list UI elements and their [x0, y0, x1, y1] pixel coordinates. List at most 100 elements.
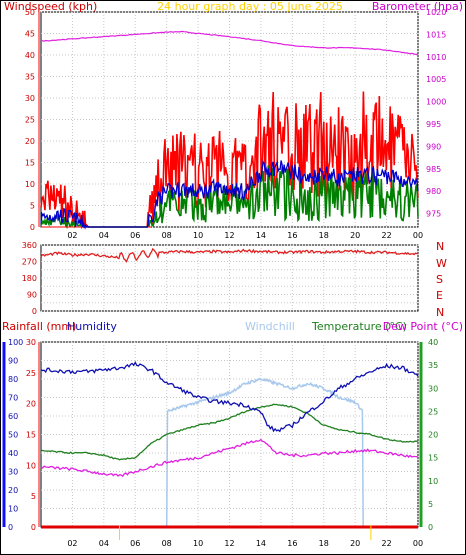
direction-tick-label: 270 [22, 258, 37, 267]
barometer-tick-label: 995 [426, 120, 441, 129]
barometer-tick-label: 990 [426, 142, 441, 151]
rainfall-tick-label: 0 [31, 523, 36, 532]
wind-x-tick-label: 08 [162, 231, 172, 240]
wind-panel: 0510152025303540455097598098599099510001… [4, 0, 463, 240]
compass-label: N [436, 240, 444, 253]
temp-x-tick-label: 20 [350, 539, 360, 548]
wind-x-tick-label: 22 [381, 231, 391, 240]
humidity-tick-label: 70 [8, 394, 18, 403]
wind-x-tick-label: 16 [287, 231, 297, 240]
compass-label: E [436, 289, 443, 302]
temp-x-tick-label: 18 [319, 539, 329, 548]
rainfall-tick-label: 25 [26, 369, 36, 378]
barometer-axis-title: Barometer (hpa) [372, 0, 463, 13]
temperature-tick-label: 20 [428, 431, 438, 440]
temp-x-tick-label: 00 [413, 539, 423, 548]
barometer-tick-label: 1005 [426, 75, 446, 84]
windspeed-tick-label: 10 [25, 180, 35, 189]
wind-x-tick-label: 20 [350, 231, 360, 240]
barometer-series [40, 30, 419, 56]
humidity-tick-label: 10 [8, 505, 18, 514]
direction-series [40, 247, 419, 263]
humidity-tick-label: 40 [8, 449, 18, 458]
humidity-axis-title: Humidity [67, 320, 117, 333]
temp-x-tick-label: 12 [224, 539, 234, 548]
temperature-tick-label: 40 [428, 338, 438, 347]
temp-x-tick-label: 02 [67, 539, 77, 548]
temp-x-tick-label: 06 [130, 539, 140, 548]
wind-x-tick-label: 02 [67, 231, 77, 240]
barometer-tick-label: 975 [426, 210, 441, 219]
temperature-tick-label: 0 [428, 523, 433, 532]
windspeed-tick-label: 45 [25, 30, 35, 39]
wind-x-tick-label: 06 [130, 231, 140, 240]
humidity-tick-label: 30 [8, 468, 18, 477]
temperature-tick-label: 15 [428, 454, 438, 463]
windchill-series [165, 377, 364, 528]
windspeed-tick-label: 25 [25, 116, 35, 125]
compass-label: N [436, 306, 444, 319]
windspeed-tick-label: 20 [25, 137, 35, 146]
barometer-tick-label: 1015 [426, 30, 446, 39]
wind-x-tick-label: 14 [256, 231, 266, 240]
barometer-tick-label: 985 [426, 165, 441, 174]
temp-x-tick-label: 08 [162, 539, 172, 548]
direction-tick-label: 90 [27, 291, 37, 300]
rainfall-tick-label: 20 [26, 400, 36, 409]
wind-x-tick-label: 18 [319, 231, 329, 240]
rainfall-tick-label: 10 [26, 461, 36, 470]
windspeed-tick-label: 15 [25, 159, 35, 168]
compass-label: S [436, 273, 443, 286]
temperature-axis-ticks: 0102030405060708090100051015202530051015… [2, 338, 438, 548]
rainfall-tick-label: 30 [26, 338, 36, 347]
temperature-series [40, 403, 419, 461]
direction-line [40, 247, 419, 263]
windspeed-tick-label: 35 [25, 73, 35, 82]
humidity-tick-label: 100 [8, 338, 23, 347]
windchill-axis-title: Windchill [245, 320, 295, 333]
rainfall-tick-label: 5 [31, 492, 36, 501]
temperature-axis-title: Temperature (°C) [311, 320, 407, 333]
barometer-tick-label: 1010 [426, 53, 446, 62]
dewpoint-axis-title: Dew Point (°C) [383, 320, 463, 333]
mid-wind-series [40, 160, 419, 229]
wind-axis-ticks: 0510152025303540455097598098599099510001… [25, 8, 447, 240]
windspeed-tick-label: 50 [25, 8, 35, 17]
humidity-tick-label: 80 [8, 375, 18, 384]
temp-x-tick-label: 22 [381, 539, 391, 548]
direction-tick-label: 0 [32, 307, 37, 316]
temperature-tick-label: 35 [428, 361, 438, 370]
temperature-grid [41, 341, 419, 528]
temp-x-tick-label: 14 [256, 539, 266, 548]
humidity-tick-label: 60 [8, 412, 18, 421]
wind-x-tick-label: 04 [99, 231, 109, 240]
barometer-tick-label: 1000 [426, 98, 446, 107]
temp-x-tick-label: 04 [99, 539, 109, 548]
dewpoint-series [40, 438, 419, 478]
graph-title: 24 hour graph day : 05 June 2025 [157, 0, 343, 13]
humidity-tick-label: 0 [8, 523, 13, 532]
humidity-tick-label: 50 [8, 431, 18, 440]
barometer-tick-label: 980 [426, 187, 441, 196]
temp-x-tick-label: 16 [287, 539, 297, 548]
windspeed-axis-title: Windspeed (kph) [4, 0, 97, 13]
temperature-tick-label: 25 [428, 407, 438, 416]
direction-tick-label: 180 [22, 274, 37, 283]
wind-x-tick-label: 00 [413, 231, 423, 240]
windspeed-tick-label: 0 [30, 223, 35, 232]
temperature-tick-label: 30 [428, 384, 438, 393]
temperature-tick-label: 5 [428, 500, 433, 509]
temperature-tick-label: 10 [428, 477, 438, 486]
wind-x-tick-label: 12 [224, 231, 234, 240]
humidity-tick-label: 20 [8, 486, 18, 495]
wind-lines [40, 30, 419, 229]
humidity-tick-label: 90 [8, 357, 18, 366]
temp-x-tick-label: 10 [193, 539, 203, 548]
windspeed-tick-label: 30 [25, 94, 35, 103]
rainfall-axis-title: Rainfall (mm) [2, 320, 76, 333]
compass-label: W [436, 257, 447, 270]
barometer-tick-label: 1020 [426, 8, 446, 17]
